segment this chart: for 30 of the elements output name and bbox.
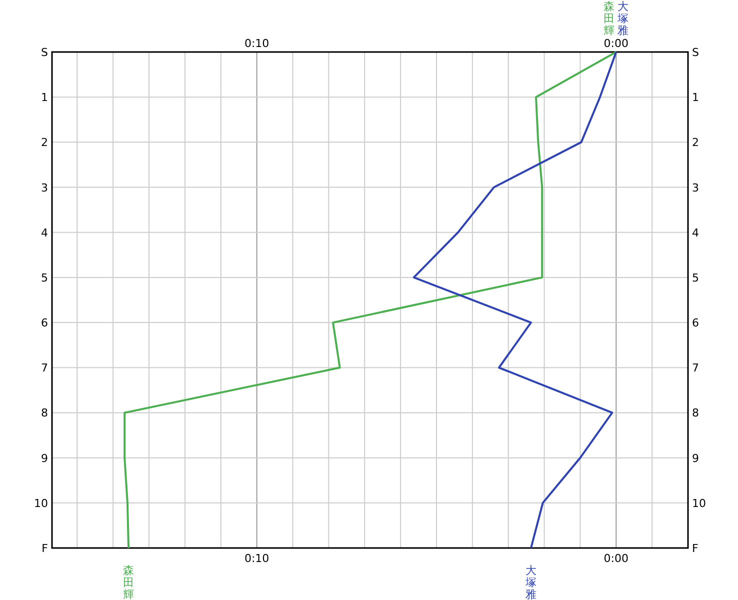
category-label: 2: [41, 136, 48, 150]
category-label: 1: [41, 91, 48, 104]
y-tick-label: 6: [692, 316, 699, 330]
category-label: 7: [41, 362, 48, 375]
category-label: S: [41, 46, 48, 59]
text: 森田輝: [123, 564, 134, 600]
y-tick-label: S: [692, 46, 699, 59]
y-tick-label: 4: [692, 226, 699, 240]
y-tick-label: 2: [692, 136, 699, 150]
series-label: 森田輝: [604, 0, 615, 37]
y-tick-label: F: [692, 542, 698, 555]
y-tick-label: 3: [692, 181, 699, 194]
y-tick-label: 7: [692, 362, 699, 375]
y-tick-label: 9: [692, 452, 699, 465]
category-label: 5: [41, 271, 48, 284]
category-label: 10: [34, 496, 48, 510]
category-label: F: [42, 542, 48, 555]
x2-tick-label: 0:10: [244, 37, 270, 50]
y-tick-label: 8: [692, 406, 699, 420]
y-tick-label: 10: [692, 496, 706, 510]
category-label: 6: [41, 316, 48, 330]
y-tick-label: 5: [692, 271, 699, 284]
category-label: 3: [41, 181, 48, 194]
x2-tick-label: 0:00: [604, 37, 628, 50]
text: 大塚雅: [525, 564, 536, 600]
category-label: 9: [41, 452, 48, 465]
category-label: 8: [41, 406, 48, 420]
series-label: 大塚雅: [616, 0, 629, 37]
y-tick-label: 1: [692, 91, 699, 104]
category-label: 4: [41, 226, 48, 240]
